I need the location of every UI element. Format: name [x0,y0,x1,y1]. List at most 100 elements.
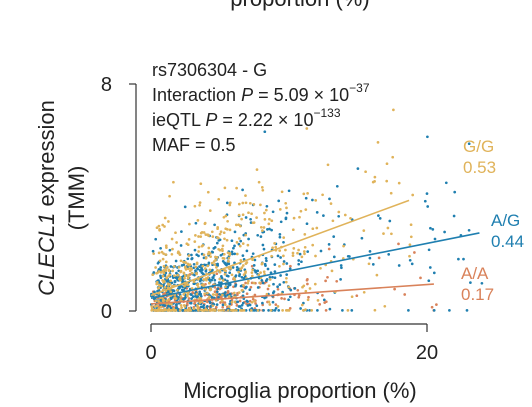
point-AG-236 [277,309,281,312]
point-GG-97 [195,292,199,296]
top-cut-label: proportion (%) [230,0,369,11]
point-AA-169 [213,285,217,289]
point-GG-351 [303,245,307,249]
point-GG-316 [319,266,322,270]
point-AG-268 [457,257,460,261]
point-AG-274 [285,262,289,265]
point-AG-536 [244,216,248,219]
point-AG-125 [224,295,227,298]
point-AA-179 [318,303,322,306]
point-AG-561 [271,291,275,295]
point-GG-425 [268,217,271,221]
point-GG-157 [193,204,197,208]
point-GG-164 [162,271,166,275]
point-AG-747 [279,220,283,224]
point-AG-416 [230,239,234,243]
point-AG-281 [242,233,246,237]
point-AG-465 [213,278,217,282]
point-AA-14 [321,294,324,297]
point-GG-431 [221,279,225,282]
point-AG-81 [467,228,471,232]
point-GG-117 [222,252,226,256]
point-AG-401 [190,253,193,257]
point-AG-490 [433,237,437,241]
point-AG-731 [267,309,270,312]
point-AA-132 [324,309,328,312]
point-GG-245 [270,254,273,258]
point-GG-379 [195,272,198,276]
point-AG-144 [465,309,469,312]
point-GG-307 [162,279,166,283]
point-GG-301 [157,286,161,290]
point-GG-54 [240,217,243,221]
point-GG-247 [306,192,309,195]
x-tick-label-1: 20 [416,342,438,364]
point-GG-378 [178,253,182,257]
y-axis-gene: CLECL1 [34,213,59,296]
point-GG-403 [241,201,245,205]
point-AG-404 [282,260,286,263]
fit-line-AA [150,283,434,305]
point-AA-148 [306,282,309,286]
annotation-block: rs7306304 - G Interaction P = 5.09 × 10−… [152,60,370,155]
point-GG-411 [261,229,264,232]
point-GG-530 [163,309,167,312]
point-AG-591 [273,309,277,312]
point-AG-733 [171,289,175,292]
point-GG-335 [179,259,183,263]
point-GG-158 [152,252,156,256]
point-AG-424 [249,217,252,221]
point-GG-230 [222,215,226,219]
point-AG-437 [282,280,286,284]
point-AA-154 [435,303,438,306]
point-AG-634 [239,284,243,288]
point-GG-267 [247,211,250,215]
point-GG-105 [301,309,305,312]
point-GG-127 [252,203,256,206]
point-AA-165 [254,302,257,305]
point-GG-490 [411,193,415,197]
point-GG-285 [227,256,231,260]
point-AG-709 [170,281,174,285]
point-GG-408 [179,278,182,282]
point-GG-240 [177,265,181,269]
point-AG-313 [467,142,471,146]
point-AG-196 [228,271,232,275]
point-GG-518 [251,268,254,272]
point-AG-680 [426,135,429,139]
point-AG-694 [297,259,301,262]
point-GG-477 [173,274,176,278]
point-AG-601 [159,276,163,280]
point-GG-221 [157,251,161,255]
point-GG-136 [242,283,245,287]
point-GG-546 [250,300,254,304]
point-GG-406 [214,293,218,296]
point-AG-171 [276,254,280,258]
point-GG-321 [311,243,315,247]
point-GG-67 [226,219,229,223]
point-GG-458 [171,269,175,273]
point-AG-189 [377,214,380,217]
point-GG-191 [263,218,267,221]
point-AG-492 [273,263,277,266]
point-GG-308 [349,216,352,220]
points-layer [149,108,484,312]
maf-label: MAF = 0.5 [152,135,236,155]
point-AG-231 [195,253,199,257]
point-AG-343 [278,233,282,236]
point-AG-193 [247,237,250,241]
point-GG-375 [190,271,194,275]
point-AG-128 [215,241,219,245]
point-GG-451 [210,309,214,312]
point-GG-399 [270,219,274,223]
point-GG-237 [248,201,252,205]
point-AG-658 [279,274,282,277]
point-AG-1 [293,287,297,290]
point-GG-516 [271,246,274,250]
point-AG-520 [271,210,275,214]
point-AG-721 [220,276,224,280]
point-AG-602 [237,242,241,246]
point-AG-443 [199,294,203,298]
point-GG-464 [224,269,228,273]
point-GG-360 [408,254,411,258]
